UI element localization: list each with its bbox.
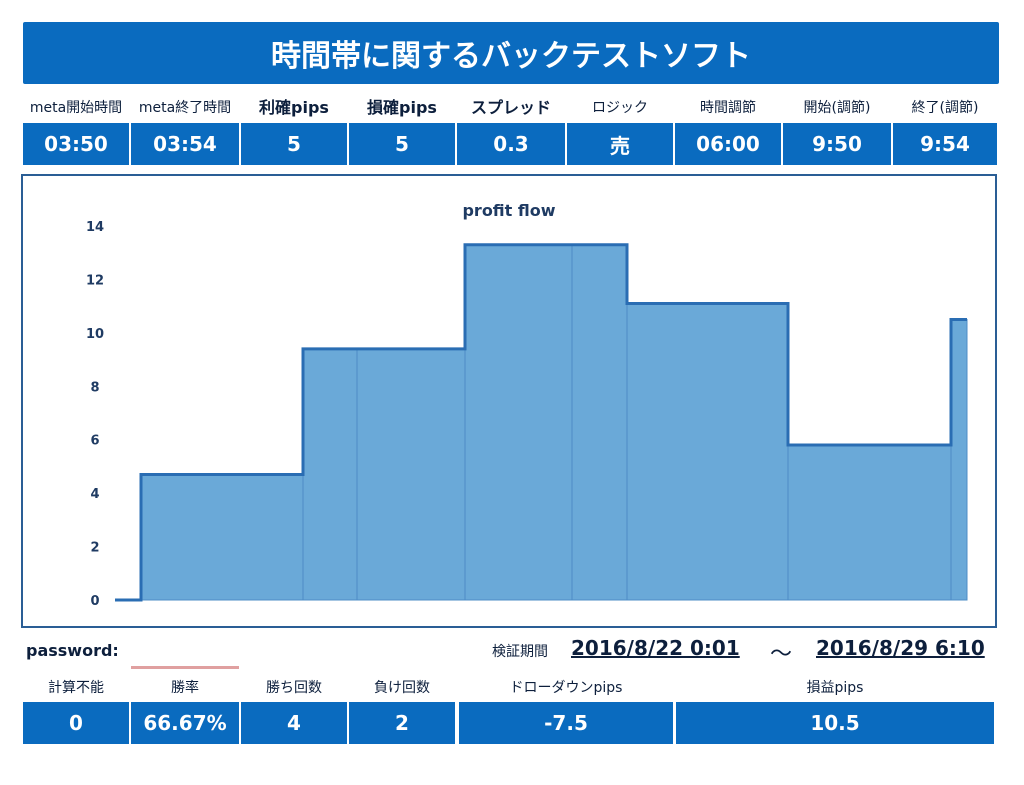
profit-step-bar: [140, 473, 304, 601]
chart-title: profit flow: [462, 201, 555, 220]
app-title: 時間帯に関するバックテストソフト: [23, 22, 999, 84]
param-label-take-profit: 利確pips: [259, 98, 329, 117]
profit-step-bar: [571, 244, 628, 601]
password-field[interactable]: [131, 666, 239, 669]
param-label-meta-end: meta終了時間: [138, 100, 232, 116]
y-tick-label: 14: [86, 220, 104, 235]
y-tick-label: 12: [86, 273, 104, 288]
param-value-take-profit[interactable]: 5: [241, 123, 347, 165]
profit-step-bar: [302, 348, 358, 601]
profit-flow-chart: profit flow 0 2 4 6 8 10 12 14: [21, 174, 997, 628]
y-tick-label: 6: [90, 434, 99, 449]
param-value-end-adjusted[interactable]: 9:54: [893, 123, 997, 165]
period-end: 2016/8/29 6:10: [816, 636, 985, 660]
y-tick-label: 8: [90, 380, 99, 395]
period-start: 2016/8/22 0:01: [571, 636, 740, 660]
param-value-logic[interactable]: 売: [567, 123, 673, 165]
profit-step-bar: [626, 302, 789, 601]
period-label: 検証期間: [492, 644, 548, 660]
param-value-spread[interactable]: 0.3: [457, 123, 565, 165]
param-label-meta-start: meta開始時間: [29, 100, 123, 116]
stat-value-wins: 4: [241, 702, 347, 744]
param-label-logic: ロジック: [592, 100, 648, 116]
param-label-spread: スプレッドpips: [470, 98, 551, 141]
stat-label-wins: 勝ち回数: [266, 680, 322, 696]
param-value-meta-start[interactable]: 03:50: [23, 123, 129, 165]
stat-label-drawdown: ドローダウンpips: [509, 680, 623, 696]
profit-step-line: [115, 243, 967, 602]
profit-step-bar: [787, 444, 952, 601]
stat-label-win-rate: 勝率: [171, 680, 199, 696]
stat-value-losses: 2: [349, 702, 455, 744]
param-value-stop-loss[interactable]: 5: [349, 123, 455, 165]
stat-label-pnl: 損益pips: [806, 680, 864, 696]
stat-value-pnl: 10.5: [676, 702, 994, 744]
profit-flow-svg: profit flow 0 2 4 6 8 10 12 14: [86, 201, 968, 609]
param-value-meta-end[interactable]: 03:54: [131, 123, 239, 165]
stat-label-losses: 負け回数: [374, 680, 430, 696]
profit-step-bar: [464, 244, 573, 601]
param-label-time-adjust: 時間調節: [700, 100, 756, 116]
stat-value-win-rate: 66.67%: [131, 702, 239, 744]
stat-label-uncomputable: 計算不能: [48, 680, 104, 696]
y-tick-label: 0: [90, 594, 99, 609]
period-tilde: ～: [770, 642, 793, 667]
param-value-time-adjust[interactable]: 06:00: [675, 123, 781, 165]
stat-value-uncomputable: 0: [23, 702, 129, 744]
param-label-start-adjusted: 開始(調節): [803, 100, 871, 116]
profit-step-bar: [356, 348, 466, 601]
stat-value-drawdown: -7.5: [459, 702, 673, 744]
y-tick-label: 10: [86, 327, 104, 342]
param-label-end-adjusted: 終了(調節): [911, 100, 979, 116]
profit-step-bar: [950, 319, 968, 601]
password-label: password:: [26, 641, 119, 660]
y-tick-label: 4: [90, 487, 99, 502]
param-value-start-adjusted[interactable]: 9:50: [783, 123, 891, 165]
param-label-stop-loss: 損確pips: [367, 98, 437, 117]
y-tick-label: 2: [90, 541, 99, 556]
